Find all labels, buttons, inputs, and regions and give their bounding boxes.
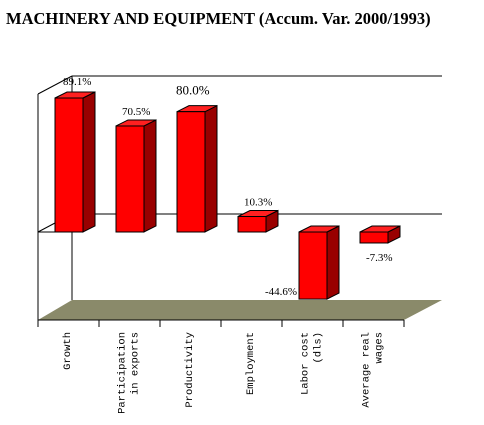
side-wall-top-edge bbox=[37, 75, 73, 95]
bar-front bbox=[298, 231, 328, 300]
bar bbox=[237, 209, 279, 233]
plot-frame bbox=[37, 75, 442, 321]
bar-front bbox=[359, 231, 389, 244]
category-label-line: Growth bbox=[62, 332, 74, 370]
data-label: -44.6% bbox=[265, 286, 297, 298]
bar-front bbox=[176, 111, 206, 233]
chart-floor bbox=[38, 300, 442, 320]
bar bbox=[176, 104, 218, 233]
bar-side bbox=[326, 225, 340, 300]
bar-side bbox=[143, 119, 157, 233]
data-label: 10.3% bbox=[244, 197, 272, 209]
bar bbox=[115, 119, 157, 233]
category-label-line: wages bbox=[374, 332, 386, 364]
category-label-line: in exports bbox=[130, 332, 142, 395]
category-label: Participation in exports bbox=[117, 332, 142, 414]
category-label-line: Participation bbox=[117, 332, 129, 414]
category-label: Productivity bbox=[184, 332, 196, 408]
category-label-line: Productivity bbox=[184, 332, 196, 408]
bar bbox=[298, 225, 340, 300]
bar-front bbox=[115, 125, 145, 233]
bar-front bbox=[237, 216, 267, 233]
bar bbox=[54, 91, 96, 233]
bars bbox=[54, 91, 401, 300]
bar bbox=[359, 225, 401, 244]
data-labels: 89.1% 70.5% 80.0% 10.3% -44.6% -7.3% bbox=[63, 76, 393, 298]
data-label: -7.3% bbox=[366, 252, 393, 264]
chart-title: MACHINERY AND EQUIPMENT (Accum. Var. 200… bbox=[6, 9, 431, 28]
category-label-line: Average real bbox=[361, 332, 373, 408]
category-label-line: Employment bbox=[245, 332, 257, 395]
data-label: 89.1% bbox=[63, 76, 91, 88]
category-label-line: (dls) bbox=[313, 332, 325, 364]
data-label: 80.0% bbox=[176, 83, 210, 98]
data-label: 70.5% bbox=[122, 106, 150, 118]
bar-side bbox=[82, 91, 96, 233]
category-label: Average real wages bbox=[361, 332, 386, 408]
category-labels: Growth Participation in exports Productivit… bbox=[62, 332, 386, 414]
category-label: Growth bbox=[62, 332, 74, 370]
category-label-line: Labor cost bbox=[300, 332, 312, 395]
bar-front bbox=[54, 97, 84, 233]
category-label: Employment bbox=[245, 332, 257, 395]
category-label: Labor cost (dls) bbox=[300, 332, 325, 395]
bar-side bbox=[204, 104, 218, 233]
category-ticks bbox=[37, 320, 405, 327]
